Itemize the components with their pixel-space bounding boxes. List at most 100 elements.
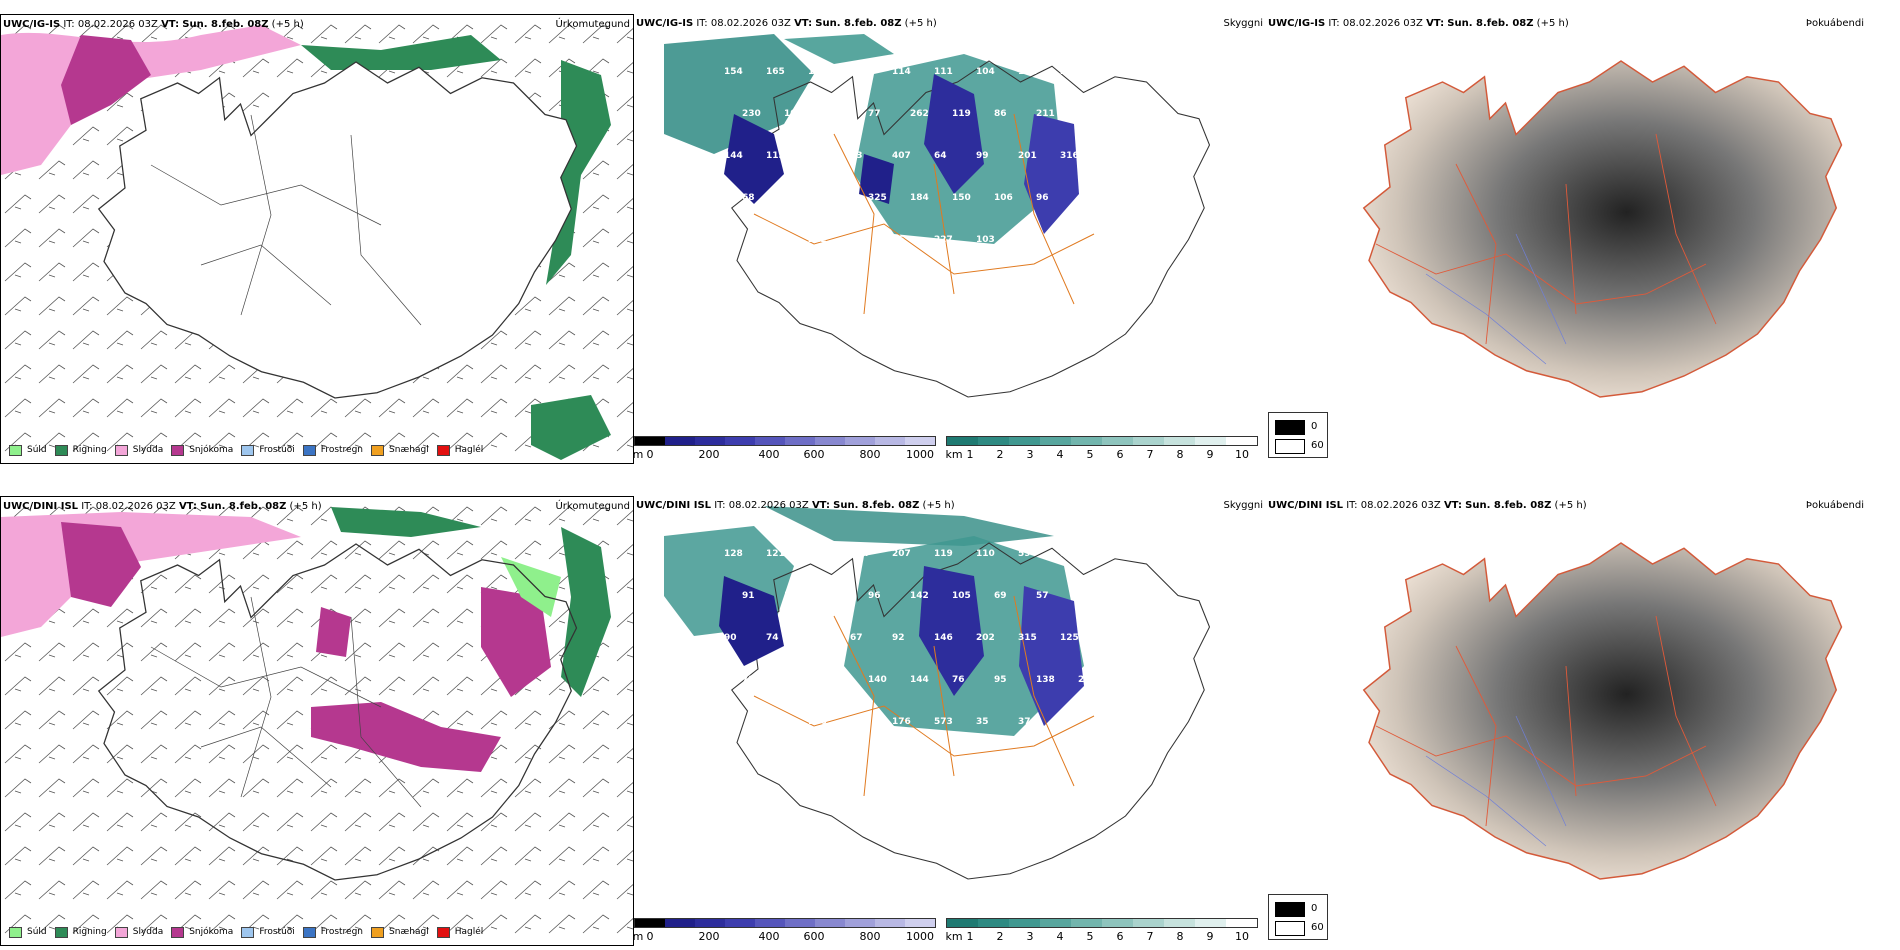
legend-item: Haglél (436, 926, 483, 938)
visibility-value: 196 (808, 717, 827, 727)
legend-item: Snjókoma (171, 926, 233, 938)
visibility-value: 262 (910, 109, 929, 119)
visibility-value: 77 (868, 109, 881, 119)
colorbar-tick: 0 (646, 448, 654, 461)
legend-item: Frostregn (302, 926, 363, 938)
panel-title: UWC/DINI ISL IT: 08.02.2026 03Z VT: Sun.… (3, 501, 322, 512)
legend-item: Rigning (54, 444, 107, 456)
visibility-value: 102 (1078, 193, 1097, 203)
visibility-value: 87 (826, 591, 839, 601)
visibility-value: 140 (868, 675, 887, 685)
colorbar-tick: 1000 (906, 930, 934, 943)
visibility-value: 64 (934, 151, 947, 161)
height-colorbar-gradient (634, 918, 936, 928)
colorbar-tick: 600 (803, 448, 825, 461)
colorbar-tick: 600 (803, 930, 825, 943)
visibility-value: 76 (952, 675, 965, 685)
colorbar-tick: 800 (859, 930, 881, 943)
precip-type-map (1, 497, 633, 945)
fog-panel-row2: UWC/DINI ISL IT: 08.02.2026 03Z VT: Sun.… (1266, 496, 1900, 916)
visibility-value: 524 (826, 109, 845, 119)
colorbar-tick: 3 (1026, 448, 1034, 461)
visibility-value: 121 (766, 549, 785, 559)
visibility-value: 182 (808, 67, 827, 77)
legend-item: Frostúði (241, 926, 295, 938)
colorbar-tick: 2 (996, 448, 1004, 461)
legend-swatch (9, 444, 22, 456)
colorbar-tick: 8 (1176, 448, 1184, 461)
visibility-value-labels: 128 121 345 154 207 119 110 59 80 91 134 87 96 142 105… (724, 549, 1097, 727)
visibility-value: 119 (934, 549, 953, 559)
visibility-value: 146 (934, 633, 953, 643)
fog-legend-row1: 0 60 (1268, 412, 1328, 458)
legend-item: Súld (9, 926, 47, 938)
visibility-value: 37 (1018, 717, 1031, 727)
height-colorbar: m 0 200 400 600 800 1000 (634, 918, 946, 946)
visibility-map: 154 165 182 198 114 111 104 101 280 230 107 524 77 26… (664, 34, 1211, 398)
visibility-value: 143 (724, 717, 743, 727)
legend-item: Súld (9, 444, 47, 456)
visibility-panel-row2: 128 121 345 154 207 119 110 59 80 91 134 87 96 142 105… (634, 496, 1266, 946)
visibility-value: 80 (1060, 549, 1073, 559)
visibility-value: 184 (910, 193, 929, 203)
visibility-value: 57 (1036, 591, 1049, 601)
legend-item: Snæhagl (371, 444, 429, 456)
panel-field-label: Úrkomutegund (555, 19, 630, 30)
legend-swatch (171, 926, 185, 938)
visibility-value: 325 (868, 193, 887, 203)
legend-swatch (371, 444, 385, 456)
visibility-value: 230 (742, 109, 761, 119)
visibility-value: 66 (1060, 717, 1073, 727)
visibility-value: 67 (850, 633, 863, 643)
visibility-value: 69 (994, 591, 1007, 601)
colorbar-unit: km (945, 448, 963, 461)
visibility-value: 107 (784, 109, 803, 119)
visibility-value: 144 (724, 151, 743, 161)
visibility-value: 104 (976, 67, 995, 77)
legend-swatch (9, 926, 22, 938)
colorbar-tick: 9 (1206, 448, 1214, 461)
visibility-value: 119 (952, 109, 971, 119)
height-colorbar: m 0 200 400 600 800 1000 (634, 436, 946, 464)
km-colorbar-gradient (946, 436, 1258, 446)
legend-swatch (114, 444, 128, 456)
legend-swatch (371, 926, 385, 938)
visibility-value: 93 (850, 151, 863, 161)
colorbar-tick: 8 (1176, 930, 1184, 943)
visibility-value: 96 (868, 591, 881, 601)
visibility-value: 191 (766, 235, 785, 245)
colorbar-tick: 3 (1026, 930, 1034, 943)
panel-title: UWC/IG-IS IT: 08.02.2026 03Z VT: Sun. 8.… (636, 18, 937, 29)
colorbar-tick: 10 (1235, 930, 1249, 943)
visibility-value: 90 (724, 633, 737, 643)
legend-swatch (241, 926, 255, 938)
visibility-value: 124 (826, 675, 845, 685)
visibility-value: 202 (976, 633, 995, 643)
visibility-value: 227 (934, 235, 953, 245)
precip-type-map (1, 15, 633, 463)
panel-title: UWC/IG-IS IT: 08.02.2026 03Z VT: Sun. 8.… (3, 19, 304, 30)
visibility-value: 207 (892, 549, 911, 559)
colorbar-tick: 1000 (906, 448, 934, 461)
fog-legend-dark (1275, 902, 1305, 917)
legend-item: Snæhagl (371, 926, 429, 938)
visibility-value: 144 (910, 675, 929, 685)
colorbar-tick: 5 (1086, 448, 1094, 461)
visibility-value: 101 (1078, 591, 1097, 601)
legend-swatch (436, 926, 450, 938)
visibility-value: 103 (976, 235, 995, 245)
legend-item: Slydda (114, 444, 163, 456)
visibility-value: 86 (994, 109, 1007, 119)
visibility-value: 182 (766, 717, 785, 727)
precip-legend: Súld Rigning Slydda Snjókoma Frostúði Fr… (1, 921, 483, 943)
legend-item: Frostregn (302, 444, 363, 456)
panel-title: UWC/DINI ISL IT: 08.02.2026 03Z VT: Sun.… (1268, 500, 1587, 511)
visibility-value: 154 (850, 549, 869, 559)
visibility-value: 176 (892, 717, 911, 727)
visibility-value: 280 (1060, 67, 1079, 77)
visibility-value: 85 (892, 235, 905, 245)
visibility-value: 103 (1078, 109, 1097, 119)
colorbar-tick: 5 (1086, 930, 1094, 943)
colorbar-tick: 200 (698, 930, 720, 943)
colorbar-tick: 4 (1056, 930, 1064, 943)
